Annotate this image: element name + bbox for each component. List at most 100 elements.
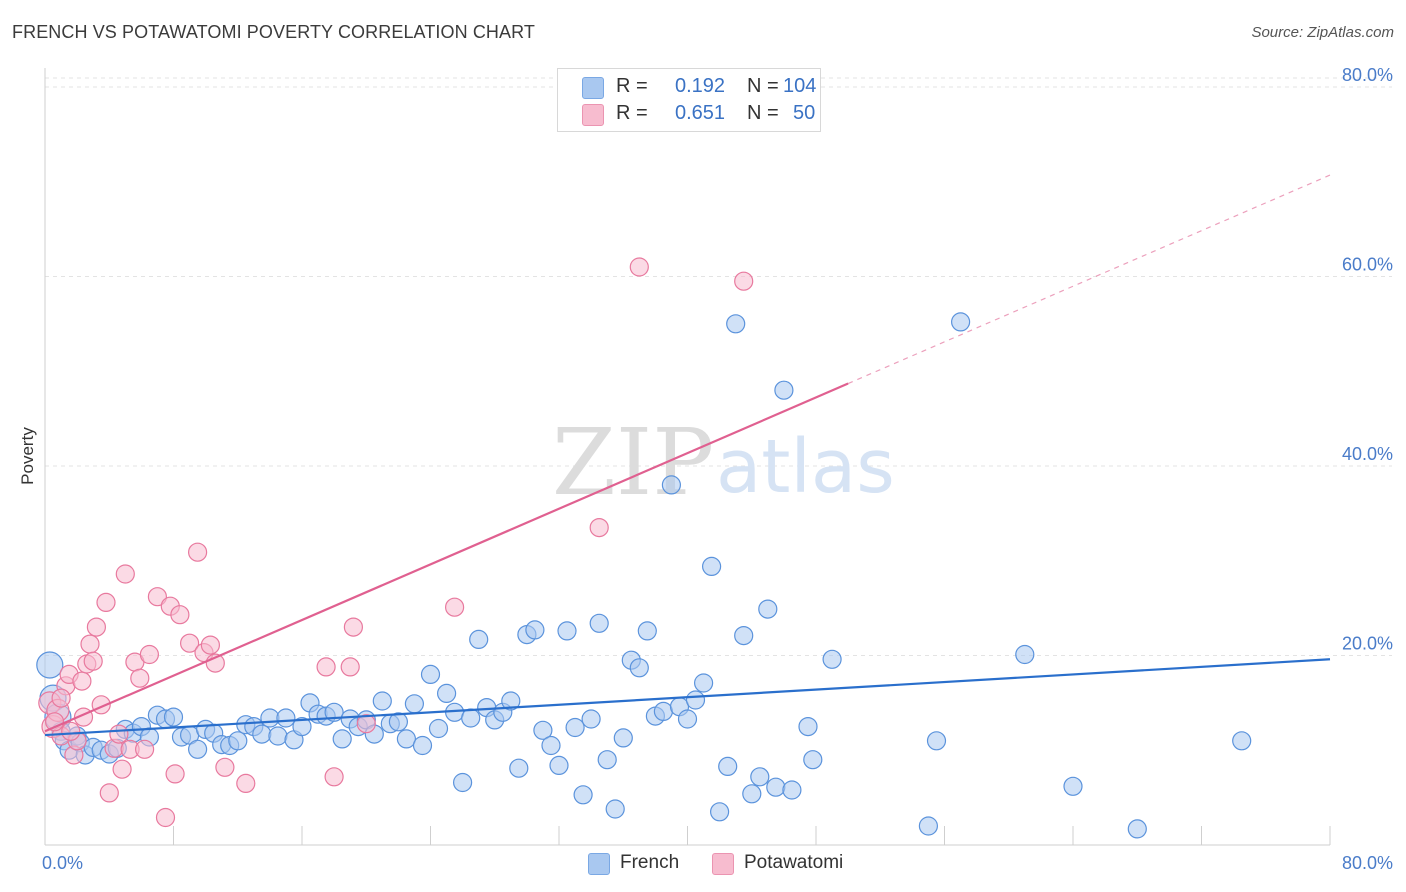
french-point — [509, 758, 529, 778]
legend-r-label: R = — [616, 75, 648, 97]
potawatomi-point — [180, 633, 200, 653]
potawatomi-point — [115, 564, 135, 584]
trend-lines — [44, 174, 1331, 737]
french-point — [565, 717, 585, 738]
french-point — [822, 649, 842, 669]
potawatomi-point — [51, 688, 71, 708]
french-point — [798, 716, 818, 737]
french-point — [1015, 644, 1035, 665]
potawatomi-point — [734, 271, 754, 291]
french-point — [629, 658, 649, 678]
french-point — [372, 691, 392, 711]
y-tick-label: 40.0% — [1342, 444, 1393, 464]
potawatomi-trend-line — [44, 382, 849, 733]
french-point — [718, 756, 738, 777]
french-point — [549, 755, 569, 776]
french-point — [589, 613, 609, 633]
potawatomi-point — [356, 714, 376, 734]
french-point — [163, 707, 184, 727]
french-point — [501, 691, 521, 711]
potawatomi-point — [629, 257, 649, 277]
french-point — [803, 750, 823, 770]
french-point — [292, 716, 312, 737]
y-tick-label: 20.0% — [1342, 633, 1393, 653]
french-point — [260, 708, 280, 728]
potawatomi-point — [135, 739, 155, 759]
french-point — [525, 620, 545, 640]
french-point — [573, 785, 593, 805]
potawatomi-point — [340, 657, 360, 677]
french-point — [677, 709, 698, 729]
french-point — [926, 731, 947, 751]
y-tick-label: 60.0% — [1342, 254, 1393, 274]
french-point — [388, 712, 408, 732]
legend-r-label: R = — [616, 102, 648, 124]
potawatomi-point — [200, 635, 220, 655]
french-point — [726, 314, 746, 334]
potawatomi-point — [170, 605, 190, 625]
french-point — [661, 475, 682, 495]
french-point — [557, 621, 577, 641]
y-axis-title: Poverty — [18, 427, 37, 485]
french-point — [188, 739, 208, 759]
potawatomi-point — [155, 807, 176, 828]
french-point — [276, 708, 296, 728]
french-point — [701, 556, 722, 577]
legend-n-value: 50 — [793, 102, 816, 124]
french-point — [1063, 776, 1083, 796]
french-point — [709, 802, 730, 822]
french-point — [420, 664, 441, 685]
french-point — [782, 780, 802, 800]
french-point — [332, 729, 352, 749]
french-point — [766, 777, 786, 797]
french-point — [613, 728, 633, 748]
french-point — [742, 784, 762, 804]
potawatomi-point — [96, 592, 116, 613]
french-point — [404, 694, 424, 714]
potawatomi-point — [589, 517, 609, 538]
french-point — [541, 735, 561, 756]
french-point — [453, 772, 473, 793]
french-point — [750, 767, 770, 787]
french-point — [1232, 731, 1252, 751]
potawatomi-point — [99, 783, 119, 803]
french-point — [1127, 819, 1147, 839]
french-point — [637, 621, 657, 641]
potawatomi-point — [112, 759, 132, 779]
bottom-legend-swatch-potawatomi — [712, 853, 734, 875]
french-point — [533, 720, 553, 740]
potawatomi-point — [236, 773, 256, 794]
legend-r-value: 0.651 — [675, 102, 726, 124]
french-point — [693, 673, 714, 693]
french-point — [428, 718, 449, 739]
french-point — [605, 799, 625, 819]
potawatomi-point — [215, 757, 235, 777]
legend-n-value: 104 — [783, 75, 817, 97]
legend-swatch-french — [582, 77, 604, 99]
french-point — [252, 724, 272, 744]
french-point — [228, 731, 248, 751]
correlation-legend: R = 0.192 N = 104 R = 0.651 N = 50 — [557, 68, 821, 132]
potawatomi-point — [445, 597, 465, 617]
potawatomi-point — [80, 634, 100, 654]
french-point — [653, 701, 674, 722]
chart-title: FRENCH VS POTAWATOMI POVERTY CORRELATION… — [12, 22, 535, 42]
series-points — [36, 257, 1252, 839]
french-point — [685, 690, 706, 710]
x-tick-label: 80.0% — [1342, 853, 1393, 873]
legend-n-label: N = — [747, 75, 779, 97]
potawatomi-point — [188, 542, 208, 562]
french-point — [412, 735, 433, 756]
potawatomi-point — [72, 671, 92, 691]
french-trend-line — [44, 658, 1331, 737]
french-point — [461, 708, 481, 728]
tick-labels: 20.0% 40.0% 60.0% 80.0% 0.0% 80.0% — [42, 65, 1393, 873]
french-point — [396, 729, 416, 749]
french-point — [734, 625, 754, 646]
bottom-legend-label-potawatomi: Potawatomi — [744, 852, 844, 873]
french-point — [581, 709, 601, 729]
watermark-zip: ZIP — [552, 409, 714, 516]
french-point — [758, 599, 778, 619]
potawatomi-point — [83, 651, 103, 671]
